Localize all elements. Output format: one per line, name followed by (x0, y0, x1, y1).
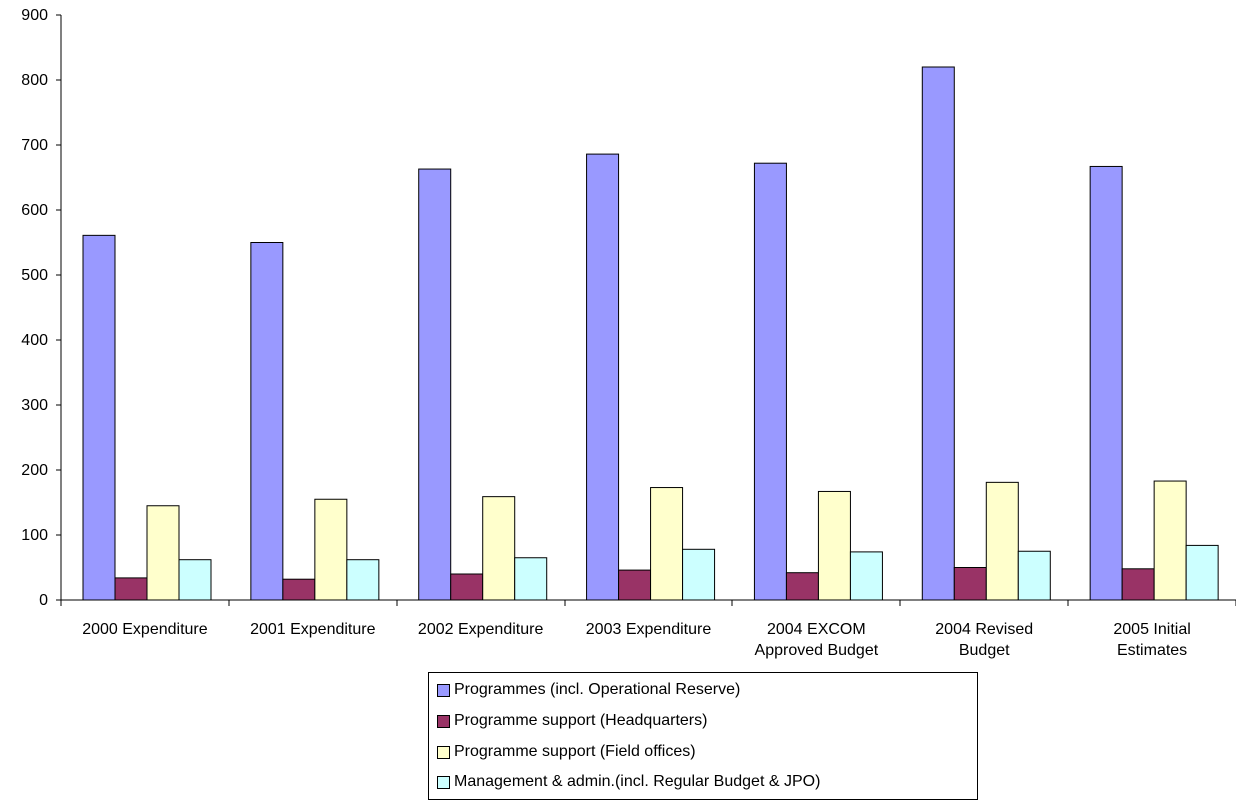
bar-series-2-cat-3 (650, 487, 684, 601)
bar-series-3-cat-1 (346, 559, 380, 601)
bar-series-2-cat-6 (1153, 480, 1187, 601)
legend-swatch-hq-support (437, 714, 450, 728)
bar-series-1-cat-3 (618, 569, 652, 601)
bar-series-3-cat-5 (1017, 550, 1051, 601)
bar-series-0-cat-2 (418, 168, 452, 601)
legend: Programmes (incl. Operational Reserve) P… (428, 672, 978, 800)
bar-series-1-cat-2 (450, 573, 484, 601)
legend-item-programmes: Programmes (incl. Operational Reserve) (437, 679, 740, 701)
legend-item-field-support: Programme support (Field offices) (437, 741, 696, 763)
legend-swatch-management (437, 775, 450, 789)
legend-swatch-field-support (437, 745, 450, 759)
x-category-label-line: 2003 Expenditure (586, 621, 712, 638)
legend-swatch-programmes (437, 683, 450, 697)
x-category-label: 2000 Expenditure (82, 621, 208, 638)
y-tick-label: 800 (21, 72, 48, 89)
x-category-label-line: 2004 EXCOM (767, 621, 866, 638)
bar-series-3-cat-6 (1185, 544, 1219, 601)
x-category-label: 2001 Expenditure (250, 621, 376, 638)
x-category-label-line: 2001 Expenditure (250, 621, 376, 638)
y-axis: 0 100 200 300 400 500 600 700 800 900 (21, 7, 62, 609)
x-category-label-line: 2005 Initial (1113, 621, 1190, 638)
bar-series-0-cat-6 (1089, 165, 1123, 601)
bar-series-2-cat-5 (985, 481, 1019, 601)
y-tick-label: 700 (21, 137, 48, 154)
x-category-label: 2002 Expenditure (418, 621, 544, 638)
x-axis: 2000 Expenditure 2001 Expenditure 2002 Exp… (60, 599, 1236, 659)
bar-series-3-cat-3 (682, 548, 716, 601)
bar-series-3-cat-2 (514, 557, 548, 601)
bar-series-2-cat-1 (314, 498, 348, 601)
x-category-label: 2004 Revised Budget (935, 621, 1033, 659)
y-tick-label: 200 (21, 462, 48, 479)
x-category-label-line: Approved Budget (755, 642, 879, 659)
legend-label-programmes: Programmes (incl. Operational Reserve) (454, 681, 741, 698)
bar-series-0-cat-4 (753, 162, 787, 601)
x-category-label-line: Budget (959, 642, 1010, 659)
bar-series-0-cat-0 (82, 234, 116, 601)
x-category-label: 2005 Initial Estimates (1113, 621, 1190, 659)
y-tick-label: 0 (39, 592, 48, 609)
x-category-label: 2004 EXCOM Approved Budget (755, 621, 879, 659)
bar-series-1-cat-1 (282, 578, 316, 601)
bar-series-0-cat-5 (921, 66, 955, 601)
bar-series-2-cat-0 (146, 505, 180, 601)
bar-series-1-cat-4 (785, 572, 819, 601)
legend-label-management: Management & admin.(incl. Regular Budget… (454, 773, 821, 790)
bar-series-2-cat-4 (817, 490, 851, 601)
bar-series-1-cat-5 (953, 567, 987, 601)
bar-series-0-cat-1 (250, 242, 284, 601)
x-category-label-line: 2000 Expenditure (82, 621, 208, 638)
bar-series-3-cat-0 (178, 559, 212, 601)
legend-item-management: Management & admin.(incl. Regular Budget… (437, 771, 820, 793)
x-category-label-line: 2002 Expenditure (418, 621, 544, 638)
x-category-label-line: Estimates (1117, 642, 1187, 659)
y-tick-label: 600 (21, 202, 48, 219)
legend-label-hq-support: Programme support (Headquarters) (454, 712, 708, 729)
y-tick-label: 400 (21, 332, 48, 349)
x-category-label: 2003 Expenditure (586, 621, 712, 638)
x-category-label-line: 2004 Revised (935, 621, 1033, 638)
y-tick-label: 100 (21, 527, 48, 544)
bar-series-0-cat-3 (586, 153, 620, 601)
y-tick-label: 500 (21, 267, 48, 284)
y-tick-label: 300 (21, 397, 48, 414)
bar-series-3-cat-4 (849, 551, 883, 601)
legend-label-field-support: Programme support (Field offices) (454, 743, 696, 760)
bar-series-1-cat-6 (1121, 568, 1155, 601)
bar-series-1-cat-0 (114, 577, 148, 601)
bars (82, 66, 1219, 601)
y-tick-label: 900 (21, 7, 48, 24)
bar-series-2-cat-2 (482, 496, 516, 601)
legend-item-hq-support: Programme support (Headquarters) (437, 710, 707, 732)
